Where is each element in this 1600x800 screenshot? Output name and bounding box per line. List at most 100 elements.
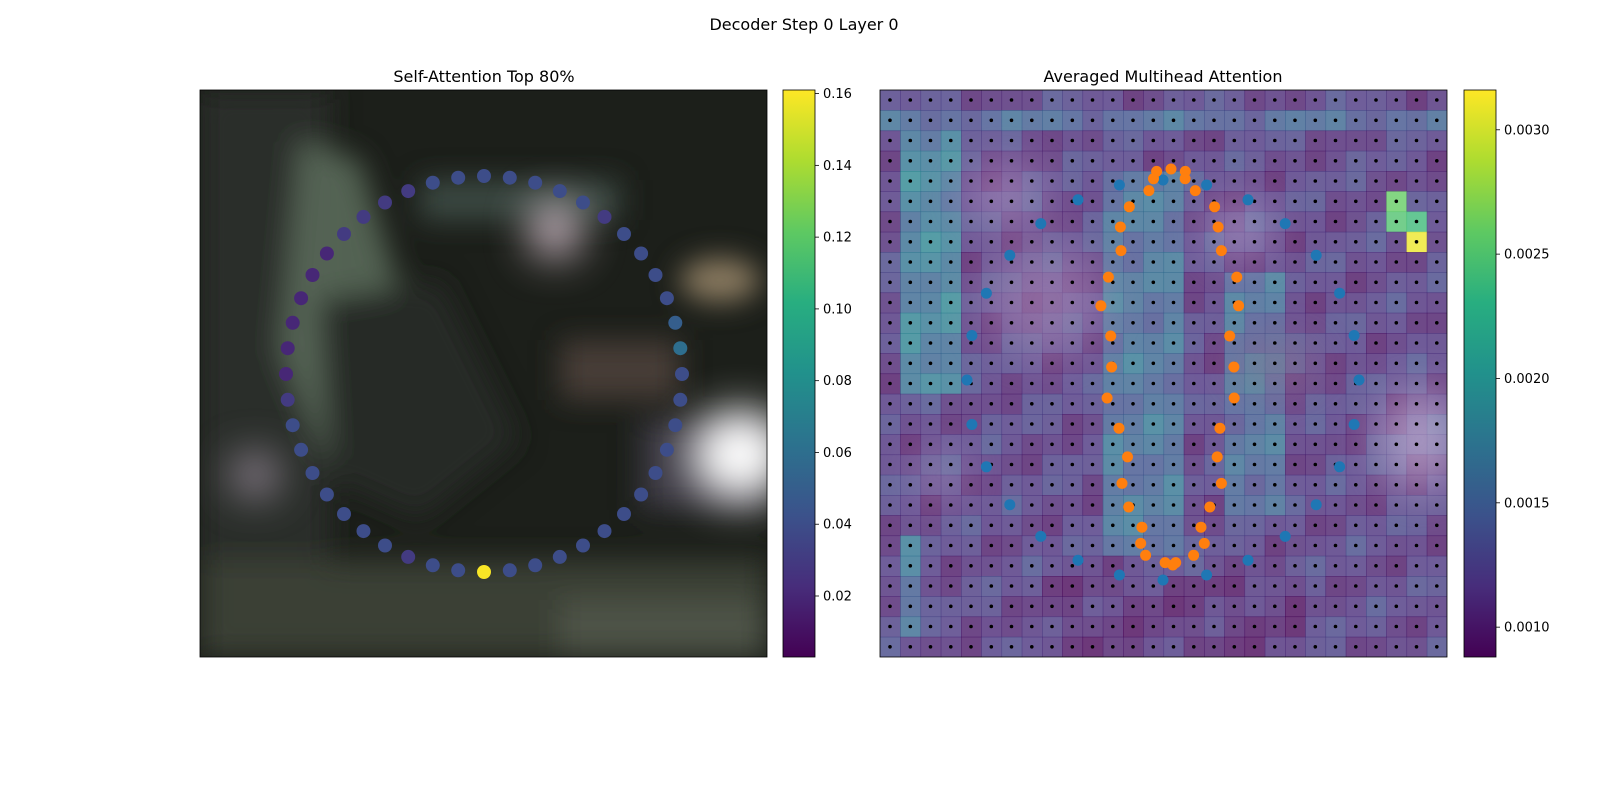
grid-dot	[908, 341, 913, 345]
grid-dot	[1354, 179, 1358, 183]
attention-point	[668, 418, 683, 433]
attention-point	[378, 538, 392, 553]
grid-dot	[1252, 584, 1257, 588]
grid-dot	[969, 118, 973, 123]
right-colorbar-tick-label: 0.0015	[1504, 496, 1550, 511]
grid-dot	[1374, 138, 1378, 143]
grid-dot	[1333, 442, 1338, 447]
grid-dot	[1313, 462, 1318, 467]
grid-dot	[908, 503, 913, 507]
attention-point	[673, 392, 688, 407]
grid-dot	[1435, 523, 1439, 528]
grid-dot	[1090, 442, 1095, 447]
grid-dot	[1111, 240, 1115, 244]
grid-dot	[1030, 584, 1034, 588]
grid-dot	[1293, 584, 1297, 588]
grid-dot	[1414, 159, 1419, 163]
grid-dot	[888, 179, 892, 183]
attention-point	[634, 487, 649, 502]
orange-series-point	[1228, 361, 1240, 373]
grid-dot	[1070, 462, 1075, 467]
grid-dot	[1151, 321, 1156, 325]
grid-dot	[1151, 199, 1156, 204]
grid-dot	[1354, 219, 1358, 224]
grid-dot	[1090, 219, 1095, 224]
grid-dot	[1374, 462, 1378, 467]
grid-dot	[949, 442, 953, 447]
grid-dot	[1414, 240, 1419, 244]
grid-dot	[928, 98, 933, 102]
attention-point	[502, 170, 517, 185]
attention-point	[576, 195, 590, 210]
grid-dot	[1131, 624, 1135, 629]
grid-dot	[1171, 159, 1176, 163]
blue-series-point	[1353, 374, 1365, 386]
grid-dot	[928, 159, 933, 163]
grid-dot	[1414, 321, 1419, 325]
grid-dot	[989, 604, 994, 609]
grid-dot	[928, 624, 933, 629]
grid-dot	[949, 179, 953, 183]
grid-dot	[928, 645, 933, 649]
blue-series-point	[966, 419, 978, 430]
grid-dot	[1374, 240, 1378, 244]
grid-dot	[1192, 260, 1196, 264]
grid-dot	[1070, 321, 1075, 325]
grid-dot	[1192, 543, 1196, 548]
grid-dot	[928, 442, 933, 447]
grid-dot	[1374, 199, 1378, 204]
grid-dot	[1090, 523, 1095, 528]
grid-dot	[1273, 341, 1277, 345]
grid-dot	[1252, 260, 1257, 264]
grid-dot	[1293, 138, 1297, 143]
grid-dot	[1252, 300, 1257, 305]
grid-dot	[1131, 341, 1135, 345]
grid-dot	[1111, 402, 1115, 406]
grid-dot	[1252, 503, 1257, 507]
grid-dot	[1070, 645, 1075, 649]
grid-dot	[1435, 381, 1439, 386]
grid-dot	[969, 442, 973, 447]
right-panel-title: Averaged Multihead Attention	[1044, 67, 1283, 86]
grid-dot	[1212, 361, 1216, 366]
grid-dot	[1394, 341, 1399, 345]
left-colorbar-tick-label: 0.12	[823, 231, 852, 246]
right-heatmap	[880, 90, 1447, 657]
grid-dot	[1354, 523, 1358, 528]
grid-dot	[1252, 604, 1257, 609]
grid-dot	[1435, 624, 1439, 629]
right-axes-frame	[879, 89, 1448, 658]
grid-dot	[1354, 483, 1358, 487]
grid-dot	[1333, 300, 1338, 305]
grid-dot	[1030, 523, 1034, 528]
blue-series-point	[1004, 249, 1016, 261]
grid-dot	[1111, 199, 1115, 204]
grid-dot	[888, 645, 892, 649]
grid-dot	[1252, 321, 1257, 325]
grid-dot	[1050, 503, 1054, 507]
grid-dot	[1151, 219, 1156, 224]
grid-dot	[1374, 564, 1378, 568]
blue-series-point	[1310, 249, 1322, 261]
grid-dot	[1192, 179, 1196, 183]
grid-dot	[1192, 523, 1196, 528]
grid-dot	[969, 260, 973, 264]
orange-series-point	[1101, 392, 1113, 404]
grid-dot	[1009, 138, 1014, 143]
grid-dot	[1252, 645, 1257, 649]
grid-dot	[1111, 462, 1115, 467]
grid-dot	[1171, 483, 1176, 487]
grid-dot	[989, 219, 994, 224]
grid-dot	[1151, 240, 1156, 244]
grid-dot	[1374, 483, 1378, 487]
grid-dot	[1313, 321, 1318, 325]
grid-dot	[1394, 503, 1399, 507]
grid-dot	[888, 604, 892, 609]
grid-dot	[1414, 624, 1419, 629]
grid-dot	[1030, 159, 1034, 163]
grid-dot	[1131, 179, 1135, 183]
grid-dot	[1293, 645, 1297, 649]
grid-dot	[888, 483, 892, 487]
grid-dot	[1435, 422, 1439, 426]
grid-dot	[1111, 543, 1115, 548]
